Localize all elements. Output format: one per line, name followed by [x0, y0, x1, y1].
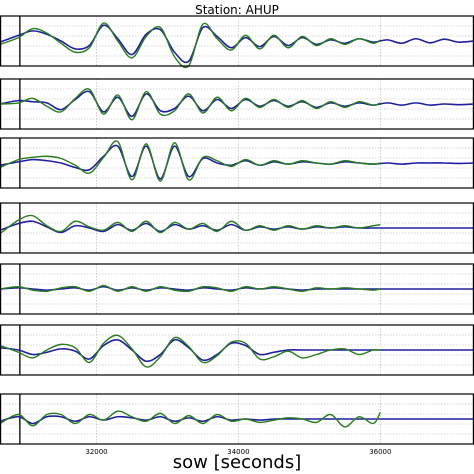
trace-panel: [0, 15, 474, 69]
x-tick-label: 34000: [227, 448, 249, 456]
panel-frame: [0, 137, 474, 189]
panel-frame: [0, 78, 474, 130]
synthetic-trace-line: [0, 338, 474, 363]
panel-frame: [0, 324, 474, 376]
synthetic-trace-line: [0, 144, 474, 180]
observed-trace-line: [0, 284, 381, 293]
trace-panel: [0, 202, 474, 254]
panels: [0, 15, 474, 445]
panel-frame: [0, 263, 474, 315]
x-axis-ticks: 32000 34000 36000: [85, 448, 391, 456]
trace-panel: [0, 393, 474, 445]
observed-trace-line: [0, 410, 381, 428]
trace-panel: [0, 324, 474, 376]
synthetic-trace-line: [0, 90, 474, 118]
panel-frame: [0, 202, 474, 254]
x-tick-label: 32000: [85, 448, 107, 456]
observed-trace-line: [0, 334, 381, 368]
panel-frame: [0, 393, 474, 445]
x-axis-label: sow [seconds]: [173, 452, 301, 473]
panel-frame: [0, 15, 474, 67]
observed-trace-line: [0, 140, 381, 182]
trace-panel: [0, 137, 474, 189]
trace-panel: [0, 78, 474, 130]
synthetic-trace-line: [0, 220, 474, 234]
observed-trace-line: [0, 214, 381, 235]
observed-trace-line: [0, 88, 381, 121]
x-tick-label: 36000: [369, 448, 391, 456]
observed-trace-line: [0, 22, 381, 69]
trace-panel: [0, 263, 474, 315]
chart-title: Station: AHUP: [195, 3, 279, 17]
